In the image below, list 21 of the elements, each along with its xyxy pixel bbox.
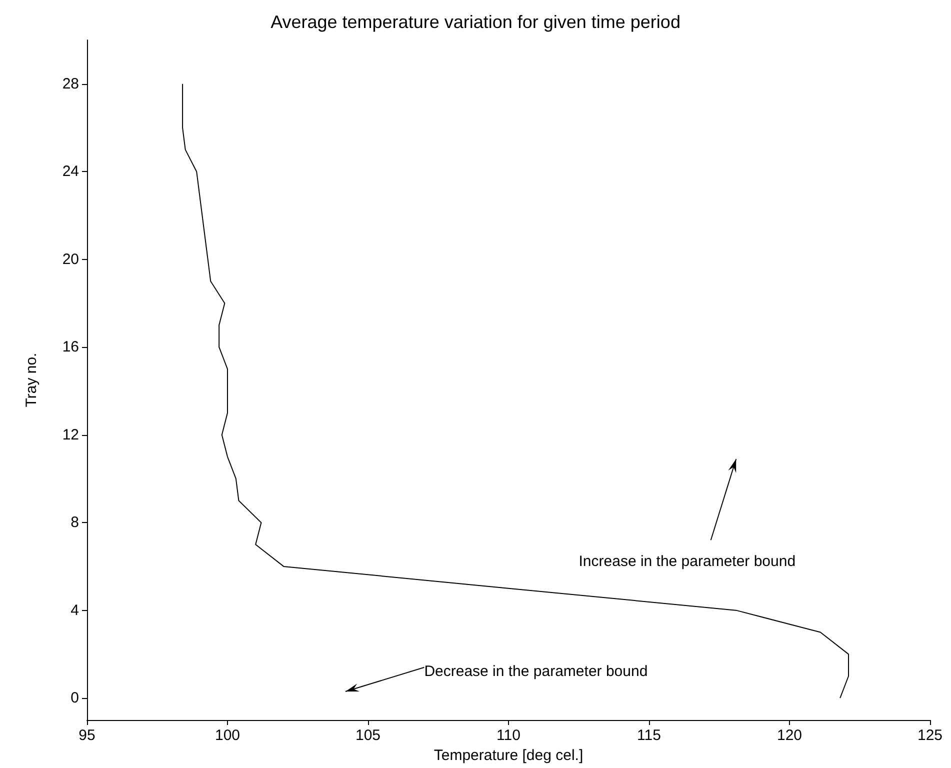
chart-title: Average temperature variation for given time period [270,12,680,32]
x-tick-label: 110 [496,727,520,744]
y-tick-label: 4 [70,602,79,619]
y-tick-label: 0 [70,690,79,707]
y-tick-label: 24 [62,163,79,180]
annotation: Decrease in the parameter bound [424,662,648,680]
y-tick-label: 16 [62,338,79,356]
y-axis-title: Tray no. [23,352,40,408]
x-tick-label: 125 [917,727,943,744]
x-tick-label: 120 [776,727,802,744]
x-tick-label: 115 [637,727,661,744]
y-tick-label: 20 [62,250,79,268]
x-tick-label: 100 [214,727,240,744]
y-tick-label: 28 [62,75,79,92]
line-series [182,83,850,699]
x-axis-title: Temperature [deg cel.] [434,746,584,764]
y-tick-label: 8 [70,514,79,532]
x-tick-label: 95 [78,727,96,744]
x-tick-label: 105 [355,727,381,744]
y-tick-label: 12 [62,426,79,444]
annotation: Increase in the parameter bound [578,553,796,570]
